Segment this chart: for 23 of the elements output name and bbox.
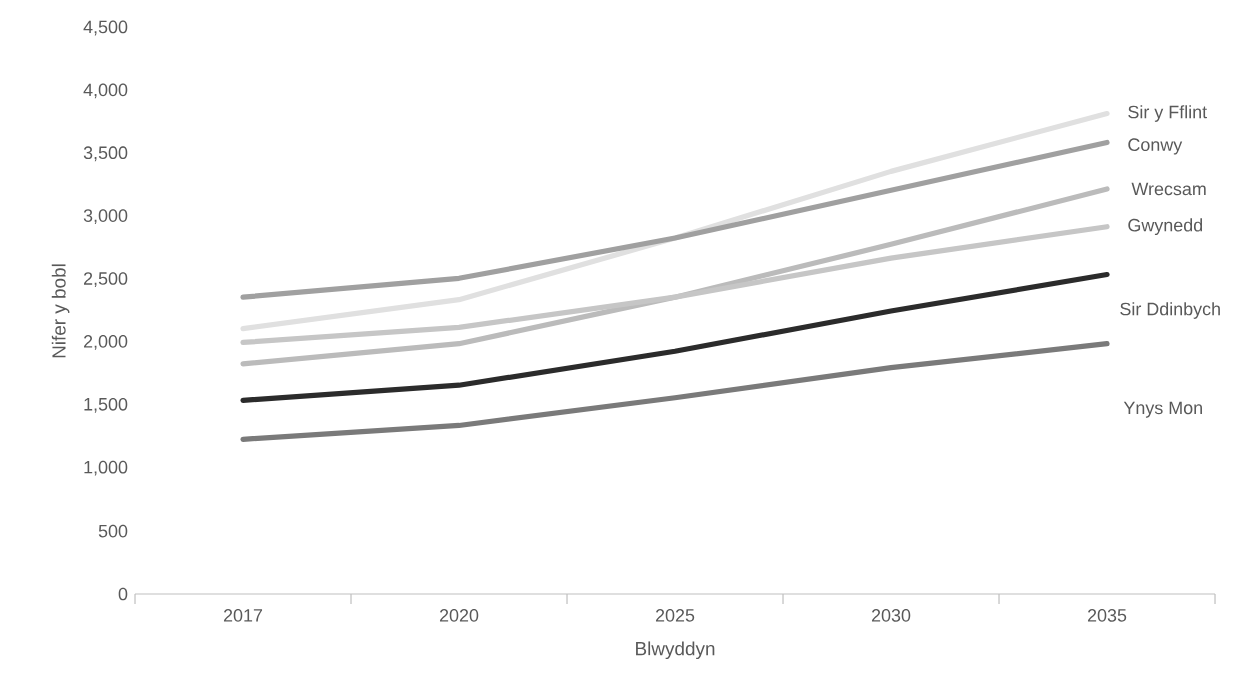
x-tick-label: 2035 [1087, 609, 1127, 622]
y-tick-label: 4,000 [83, 83, 128, 99]
x-axis-title: Blwyddyn [636, 641, 715, 660]
y-tick-label: 1,500 [84, 397, 128, 413]
y-axis-title: Nifer y bobl [51, 264, 70, 358]
series-label: Sir y Fflint [1128, 105, 1207, 122]
series-label: Gwynedd [1128, 218, 1203, 236]
series-label: Sir Ddinbych [1120, 302, 1220, 319]
text: Ynys Mon [1123, 401, 1202, 418]
y-tick-label: 2,500 [84, 272, 128, 287]
series-label: Conwy [1128, 138, 1183, 155]
y-tick-label: 4,500 [83, 20, 128, 36]
y-tick-label: 500 [98, 524, 128, 538]
y-tick-label: 2,000 [84, 335, 128, 350]
y-tick-label: 3,500 [83, 146, 128, 162]
x-tick-label: 2030 [871, 609, 911, 622]
x-tick-label: 2025 [655, 609, 695, 622]
y-tick-label: 1,000 [84, 460, 128, 476]
series-label: Wrecsam [1131, 182, 1206, 196]
y-tick-label: 0 [118, 587, 128, 601]
x-tick-label: 2017 [223, 609, 263, 622]
y-tick-label: 3,000 [83, 209, 128, 225]
x-tick-label: 2020 [439, 609, 479, 622]
